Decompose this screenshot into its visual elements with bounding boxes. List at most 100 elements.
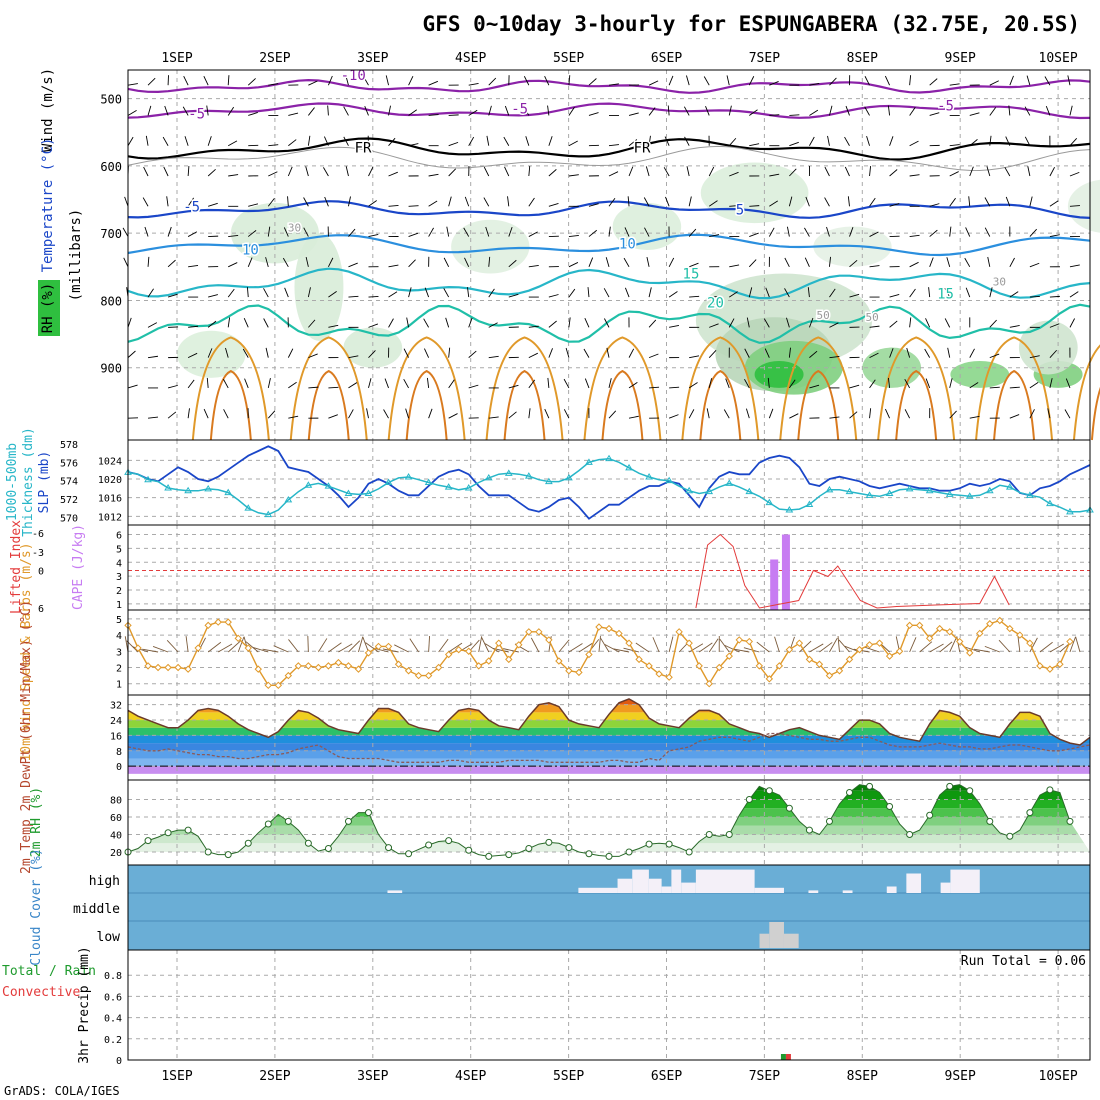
- surface-wind-barb: [348, 640, 361, 653]
- wind-barb: [864, 106, 870, 116]
- temperature-band: [128, 720, 1090, 728]
- surface-wind-barb: [530, 637, 540, 653]
- wind-barb: [628, 112, 639, 116]
- wind-barb: [829, 77, 837, 86]
- high-cloud-block: [387, 890, 403, 893]
- wind-barb: [705, 105, 710, 116]
- wind-barb: [267, 410, 276, 419]
- rh-shading: [294, 233, 344, 341]
- wind-barb: [308, 386, 319, 389]
- wind-barb: [669, 324, 680, 328]
- wind-barb: [406, 317, 410, 328]
- wind-barb: [845, 105, 850, 116]
- wind-barb: [929, 257, 934, 267]
- wind-barb: [227, 140, 238, 147]
- wind-barb: [223, 409, 229, 419]
- warm-contour: [601, 369, 644, 441]
- wind-barb: [709, 323, 719, 328]
- wind-barb: [448, 196, 452, 207]
- rh-point: [966, 787, 974, 795]
- rh-point: [465, 846, 473, 854]
- wind-barb: [263, 318, 269, 328]
- wind-barb: [547, 377, 550, 388]
- wind-barb: [1049, 378, 1053, 389]
- wind-barb: [829, 355, 840, 359]
- rh-band: [128, 817, 1090, 826]
- wind-barb: [889, 348, 894, 358]
- wind-tick-label: 3: [116, 647, 122, 658]
- wind-barb: [1026, 75, 1031, 86]
- rh-band: [128, 834, 1090, 844]
- surface-wind-barb: [362, 636, 369, 653]
- wind-barb: [504, 166, 510, 177]
- wind-barb: [307, 287, 311, 298]
- wind-barb: [348, 196, 351, 207]
- wind-barb: [508, 384, 519, 389]
- pressure-tick-label: 500: [100, 93, 122, 107]
- wind-barb: [187, 197, 194, 207]
- wind-barb: [1029, 355, 1040, 359]
- wind-frame: [127, 609, 1091, 696]
- wind-barb: [829, 105, 833, 116]
- rh-point: [284, 817, 292, 825]
- wind-barb: [1009, 257, 1015, 268]
- date-label-top: 7SEP: [749, 51, 780, 66]
- rh-band: [128, 843, 1090, 852]
- wind-barb: [869, 352, 879, 359]
- precip-tick-label: 0.8: [104, 971, 122, 982]
- lifted-index-tick-label: 0: [38, 567, 44, 578]
- wind-barb: [327, 105, 329, 116]
- isotherm-line: [127, 137, 1091, 161]
- wind-speed-point: [264, 681, 272, 690]
- wind-barb: [906, 347, 911, 358]
- wind-barb: [769, 81, 779, 86]
- surface-wind-barb: [837, 636, 840, 653]
- contour-label: 30: [993, 275, 1006, 288]
- wind-barb: [928, 287, 931, 298]
- wind-speed-point: [575, 668, 583, 677]
- wind-speed-point: [946, 628, 954, 636]
- wind-barb: [348, 382, 358, 389]
- surface-wind-axis-label: 10m Wind Speed & Barbs (m/s): [19, 542, 34, 761]
- wind-barb: [889, 293, 900, 298]
- wind-barb: [608, 378, 612, 389]
- wind-barb: [528, 197, 535, 207]
- wind-barb: [769, 200, 779, 207]
- wind-speed-point: [334, 658, 343, 667]
- wind-barb: [708, 166, 715, 177]
- wind-speed-point: [144, 662, 152, 670]
- wind-speed-point: [865, 641, 874, 649]
- precip-tick-label: 0: [116, 1056, 122, 1067]
- wind-barb: [809, 350, 818, 358]
- wind-speed-point: [354, 665, 363, 673]
- wind-barb: [127, 384, 138, 389]
- wind-speed-point: [805, 655, 814, 664]
- wind-barb: [648, 319, 657, 328]
- wind-speed-point: [535, 628, 543, 636]
- wind-barb: [749, 143, 760, 147]
- wind-barb: [208, 294, 218, 298]
- wind-speed-point: [314, 663, 323, 672]
- thickness-point: [304, 481, 313, 488]
- wind-tick-label: 5: [116, 615, 122, 626]
- thickness-point: [805, 500, 814, 507]
- wind-barb: [187, 408, 190, 419]
- surface-wind-barb: [829, 637, 838, 653]
- wind-barb: [388, 264, 399, 268]
- wind-barb: [1029, 409, 1035, 419]
- wind-barb: [368, 323, 379, 328]
- wind-barb: [448, 168, 457, 177]
- rh-point: [926, 811, 934, 819]
- cape-bar: [781, 534, 790, 610]
- isotherm-line: [127, 78, 1091, 94]
- wind-barb: [528, 265, 539, 268]
- surface-wind-barb: [484, 643, 500, 653]
- wind-barb: [228, 262, 238, 268]
- wind-barb: [807, 287, 810, 298]
- wind-barb: [124, 196, 129, 207]
- contour-label: -5: [188, 106, 205, 122]
- wind-barb: [744, 348, 750, 358]
- thickness-point: [324, 482, 333, 489]
- wind-barb: [885, 408, 890, 419]
- wind-speed-point: [465, 647, 473, 655]
